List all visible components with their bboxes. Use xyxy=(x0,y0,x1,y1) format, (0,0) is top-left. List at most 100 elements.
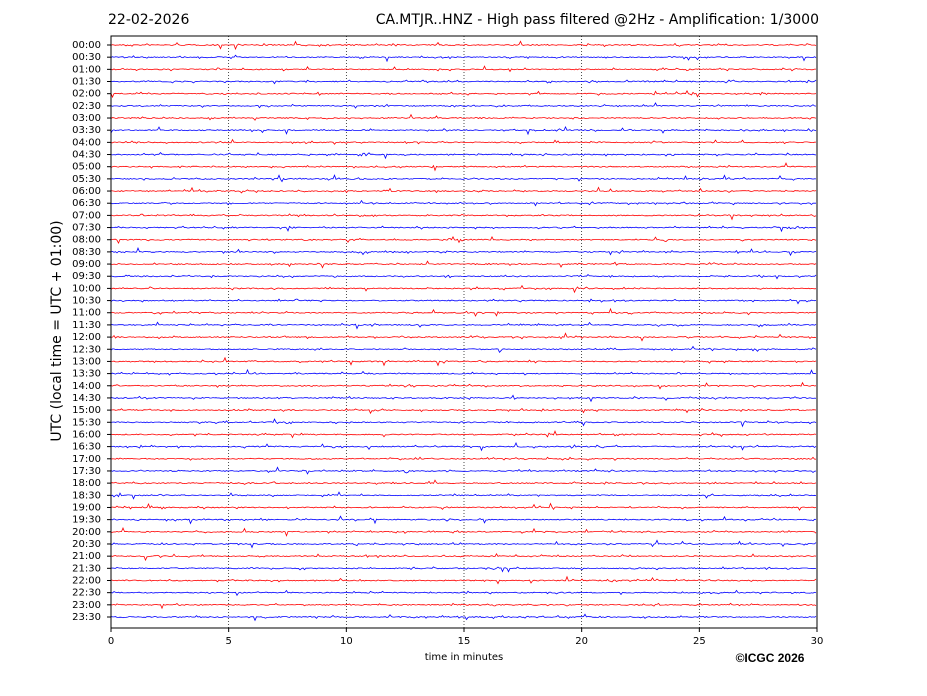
y-tick-label: 10:30 xyxy=(72,296,101,307)
y-tick-label: 12:30 xyxy=(72,344,101,355)
y-tick-label: 14:30 xyxy=(72,393,101,404)
y-tick-label: 02:30 xyxy=(72,101,101,112)
y-tick-label: 02:00 xyxy=(72,89,101,100)
trace xyxy=(110,54,817,63)
trace xyxy=(110,566,817,573)
y-tick-label: 21:30 xyxy=(72,563,101,574)
trace xyxy=(110,40,817,51)
y-tick-label: 14:00 xyxy=(72,381,101,392)
trace xyxy=(110,321,817,330)
trace xyxy=(110,174,817,183)
trace xyxy=(110,394,817,403)
trace xyxy=(110,113,817,121)
y-tick-label: 19:30 xyxy=(72,515,101,526)
y-tick-label: 15:00 xyxy=(72,405,101,416)
trace xyxy=(110,79,817,85)
trace xyxy=(110,213,817,221)
y-tick-label: 07:30 xyxy=(72,223,101,234)
chart-title: CA.MTJR..HNZ - High pass filtered @2Hz -… xyxy=(376,12,819,28)
trace xyxy=(110,356,817,367)
trace xyxy=(110,381,817,390)
date: 22-02-2026 xyxy=(108,12,189,28)
trace xyxy=(110,502,817,511)
trace xyxy=(110,602,817,610)
y-tick-label: 23:00 xyxy=(72,600,101,611)
trace xyxy=(110,225,817,233)
trace xyxy=(110,368,817,376)
trace xyxy=(110,526,817,537)
x-tick-label: 10 xyxy=(340,636,353,647)
x-axis-label: time in minutes xyxy=(425,652,504,663)
y-tick-label: 07:00 xyxy=(72,210,101,221)
x-tick-label: 5 xyxy=(225,636,231,647)
trace xyxy=(110,552,817,562)
trace xyxy=(110,479,817,485)
y-tick-label: 23:30 xyxy=(72,612,101,623)
y-tick-label: 16:00 xyxy=(72,429,101,440)
y-tick-label: 18:30 xyxy=(72,490,101,501)
trace xyxy=(110,199,816,207)
trace xyxy=(110,298,817,305)
trace xyxy=(110,235,817,245)
y-tick-label: 13:30 xyxy=(72,369,101,380)
trace xyxy=(110,332,817,342)
trace xyxy=(110,442,817,452)
y-tick-label: 06:00 xyxy=(72,186,101,197)
y-tick-label: 03:30 xyxy=(72,125,101,136)
trace xyxy=(110,408,817,415)
trace xyxy=(110,274,817,280)
trace xyxy=(110,539,817,549)
y-tick-label: 00:00 xyxy=(72,40,101,51)
y-tick-label: 21:00 xyxy=(72,551,101,562)
trace xyxy=(110,430,817,439)
trace xyxy=(110,589,817,597)
y-tick-label: 17:30 xyxy=(72,466,101,477)
y-tick-label: 20:30 xyxy=(72,539,101,550)
credit: ©ICGC 2026 xyxy=(736,651,805,665)
y-tick-label: 17:00 xyxy=(72,454,101,465)
y-tick-label: 03:00 xyxy=(72,113,101,124)
trace xyxy=(110,284,817,294)
trace xyxy=(110,345,817,354)
y-tick-label: 00:30 xyxy=(72,52,101,63)
plot-frame xyxy=(110,35,818,629)
y-tick-label: 10:00 xyxy=(72,283,101,294)
y-tick-label: 04:00 xyxy=(72,137,101,148)
y-tick-label: 12:00 xyxy=(72,332,101,343)
y-tick-label: 04:30 xyxy=(72,150,101,161)
y-tick-label: 15:30 xyxy=(72,417,101,428)
trace xyxy=(110,90,817,99)
trace xyxy=(110,307,816,317)
y-tick-label: 13:00 xyxy=(72,356,101,367)
y-tick-label: 01:30 xyxy=(72,77,101,88)
trace xyxy=(110,613,817,622)
trace xyxy=(110,186,817,194)
y-tick-label: 06:30 xyxy=(72,198,101,209)
trace xyxy=(110,456,817,461)
y-tick-label: 20:00 xyxy=(72,527,101,538)
y-tick-label: 22:00 xyxy=(72,575,101,586)
y-tick-label: 11:00 xyxy=(72,308,101,319)
y-tick-label: 05:30 xyxy=(72,174,101,185)
trace xyxy=(110,575,817,585)
trace xyxy=(110,138,817,145)
x-tick-label: 30 xyxy=(811,636,824,647)
trace xyxy=(110,102,817,109)
trace xyxy=(110,515,817,525)
y-tick-label: 08:30 xyxy=(72,247,101,258)
trace xyxy=(110,466,817,475)
trace xyxy=(110,418,817,428)
trace xyxy=(110,162,817,172)
trace xyxy=(110,247,817,257)
y-tick-label: 05:00 xyxy=(72,162,101,173)
x-tick-label: 0 xyxy=(108,636,114,647)
x-tick-label: 25 xyxy=(693,636,706,647)
trace xyxy=(110,126,817,136)
y-tick-label: 11:30 xyxy=(72,320,101,331)
y-tick-label: 08:00 xyxy=(72,235,101,246)
y-tick-label: 22:30 xyxy=(72,588,101,599)
x-tick-label: 20 xyxy=(575,636,588,647)
trace xyxy=(110,260,817,269)
